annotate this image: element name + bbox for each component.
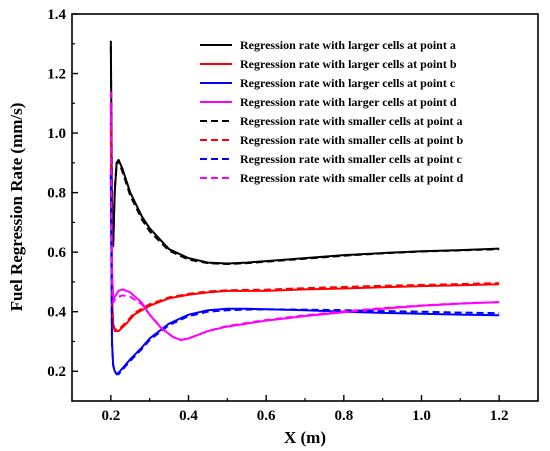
x-tick-label: 0.6 <box>257 408 276 424</box>
plot-area <box>71 13 539 402</box>
y-tick-label: 0.2 <box>47 364 66 380</box>
x-tick-label: 0.2 <box>101 408 120 424</box>
series-layer <box>109 40 500 376</box>
y-axis-title: Fuel Regression Rate (mm/s) <box>7 103 26 312</box>
series-line-6 <box>109 127 500 331</box>
legend-label-7: Regression rate with smaller cells at po… <box>240 152 463 166</box>
y-tick-label: 0.4 <box>47 305 66 321</box>
x-tick-label: 1.0 <box>412 408 431 424</box>
legend-label-2: Regression rate with larger cells at poi… <box>240 57 457 71</box>
legend-label-5: Regression rate with smaller cells at po… <box>240 114 463 128</box>
x-tick-label: 1.2 <box>490 408 509 424</box>
y-tick-label: 1.2 <box>47 67 66 83</box>
legend-label-1: Regression rate with larger cells at poi… <box>240 38 456 52</box>
legend: Regression rate with larger cells at poi… <box>200 38 464 185</box>
series-line-1 <box>109 40 500 265</box>
legend-label-8: Regression rate with smaller cells at po… <box>240 171 464 185</box>
legend-label-4: Regression rate with larger cells at poi… <box>240 95 457 109</box>
y-axis-ticks: 0.2 0.4 0.6 0.8 1.0 1.2 1.4 <box>47 7 78 380</box>
legend-label-3: Regression rate with larger cells at poi… <box>240 76 456 90</box>
y-tick-label: 0.6 <box>47 245 66 261</box>
y-tick-label: 1.0 <box>47 126 66 142</box>
y-tick-label: 0.8 <box>47 186 66 202</box>
x-axis-ticks: 0.2 0.4 0.6 0.8 1.0 1.2 <box>71 395 539 424</box>
x-tick-label: 0.8 <box>334 408 353 424</box>
legend-label-6: Regression rate with smaller cells at po… <box>240 133 464 147</box>
series-line-8 <box>109 91 500 341</box>
y-tick-label: 1.4 <box>47 7 66 23</box>
x-tick-label: 0.4 <box>179 408 198 424</box>
x-axis-title: X (m) <box>284 428 326 447</box>
series-line-7 <box>109 174 500 376</box>
